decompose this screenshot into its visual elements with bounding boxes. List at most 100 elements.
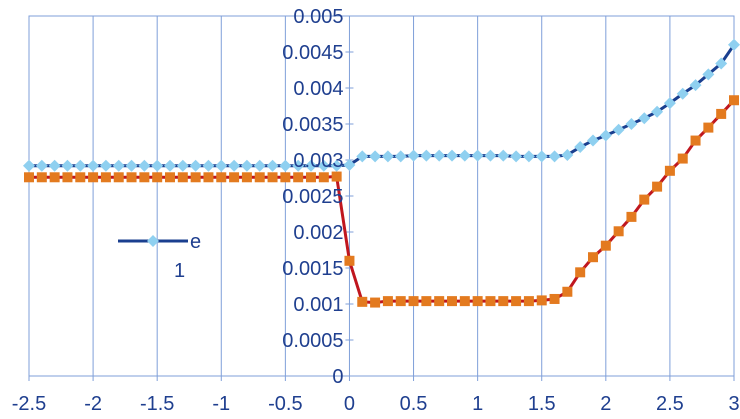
data-point-series-0	[587, 134, 599, 147]
data-point-series-1	[600, 240, 611, 251]
data-point-series-1	[523, 296, 534, 307]
data-point-series-0	[176, 159, 189, 172]
data-point-series-1	[267, 172, 278, 183]
data-point-series-0	[48, 159, 61, 172]
data-point-series-1	[459, 296, 470, 307]
x-tick-label: 2.5	[656, 393, 684, 415]
data-point-series-0	[266, 159, 279, 172]
data-point-series-1	[190, 172, 201, 183]
y-tick-label: 0.0045	[282, 42, 343, 64]
x-tick-label: -2	[84, 393, 102, 415]
data-point-series-1	[177, 172, 188, 183]
data-point-series-0	[343, 159, 356, 172]
y-tick-label: 0.0035	[282, 114, 343, 136]
data-point-series-1	[382, 296, 393, 307]
legend-marker-e	[147, 235, 159, 247]
data-point-series-0	[330, 159, 343, 172]
data-point-series-0	[61, 159, 74, 172]
data-point-series-0	[240, 159, 253, 172]
data-point-series-0	[548, 150, 561, 163]
y-tick-label: 0.0025	[282, 186, 343, 208]
x-tick-label: -0.5	[268, 393, 302, 415]
data-point-series-1	[626, 211, 637, 222]
y-tick-label: 0.001	[293, 294, 343, 316]
data-point-series-1	[485, 296, 496, 307]
data-point-series-1	[652, 181, 663, 192]
x-tick-label: -1.5	[140, 393, 174, 415]
data-point-series-0	[356, 150, 369, 163]
data-point-series-0	[279, 159, 292, 172]
data-point-series-0	[202, 159, 215, 172]
data-point-series-0	[292, 159, 305, 172]
x-tick-label: -2.5	[12, 393, 46, 415]
data-point-series-0	[663, 97, 676, 110]
data-point-series-1	[165, 172, 175, 183]
data-point-series-1	[241, 172, 252, 183]
x-tick-label: -1	[212, 393, 230, 415]
data-point-series-0	[625, 118, 638, 130]
y-tick-label: 0.005	[293, 6, 343, 28]
data-point-series-1	[88, 172, 99, 183]
data-point-series-0	[599, 129, 612, 142]
data-point-series-1	[395, 296, 406, 307]
data-point-series-0	[317, 159, 330, 172]
data-point-series-1	[575, 267, 586, 278]
data-point-series-0	[497, 149, 510, 162]
y-tick-label: 0.0005	[282, 330, 343, 352]
data-point-series-0	[484, 149, 497, 162]
series-layer	[23, 38, 740, 308]
x-tick-label: 2	[600, 393, 611, 415]
data-point-series-1	[703, 122, 714, 133]
data-point-series-1	[664, 165, 675, 176]
data-point-series-0	[510, 150, 523, 163]
legend-label-e: e	[190, 231, 201, 253]
data-point-series-1	[36, 172, 47, 183]
data-point-series-1	[152, 172, 163, 183]
data-point-series-1	[639, 194, 650, 205]
x-tick-layer: -2.5 -2 -1.5 -1 -0.5 0 0.5 1 1.5 2 2.5 3	[12, 393, 740, 415]
data-point-series-0	[458, 149, 471, 162]
data-point-series-1	[216, 172, 227, 183]
data-point-series-1	[690, 135, 701, 146]
data-point-series-1	[729, 95, 739, 106]
legend-label-1: 1	[174, 260, 185, 282]
y-tick-layer: 0 0.0005 0.001 0.0015 0.002 0.0025 0.003 0.0035…	[282, 6, 343, 388]
data-point-series-1	[613, 226, 624, 237]
data-point-series-1	[408, 296, 419, 307]
data-point-series-0	[99, 159, 112, 172]
y-tick-label: 0.004	[293, 78, 343, 100]
data-point-series-0	[164, 159, 176, 172]
data-point-series-1	[280, 172, 291, 183]
data-point-series-0	[369, 150, 382, 163]
data-point-series-1	[447, 296, 457, 307]
data-point-series-0	[535, 150, 548, 163]
data-point-series-0	[638, 112, 651, 125]
data-point-series-1	[62, 172, 73, 183]
y-tick-label: 0	[332, 366, 343, 388]
data-point-series-1	[344, 255, 355, 266]
data-point-series-0	[35, 159, 48, 172]
data-point-series-1	[113, 172, 124, 183]
data-point-series-1	[126, 172, 137, 183]
data-point-series-1	[331, 171, 342, 182]
data-point-series-1	[318, 172, 329, 183]
data-point-series-1	[472, 296, 483, 307]
data-point-series-1	[498, 296, 509, 307]
legend: e1	[118, 231, 201, 282]
data-point-series-1	[203, 172, 214, 183]
data-point-series-1	[511, 296, 522, 307]
data-point-series-0	[676, 87, 689, 100]
data-point-series-1	[536, 295, 547, 306]
x-tick-label: 3	[728, 393, 739, 415]
data-point-series-1	[139, 172, 150, 183]
data-point-series-0	[74, 159, 87, 172]
x-tick-label: 0	[344, 393, 355, 415]
data-point-series-0	[23, 159, 35, 172]
data-point-series-1	[434, 296, 445, 307]
data-point-series-0	[522, 150, 535, 163]
data-point-series-1	[75, 172, 86, 183]
data-point-series-1	[357, 296, 368, 307]
data-point-series-0	[228, 159, 241, 172]
